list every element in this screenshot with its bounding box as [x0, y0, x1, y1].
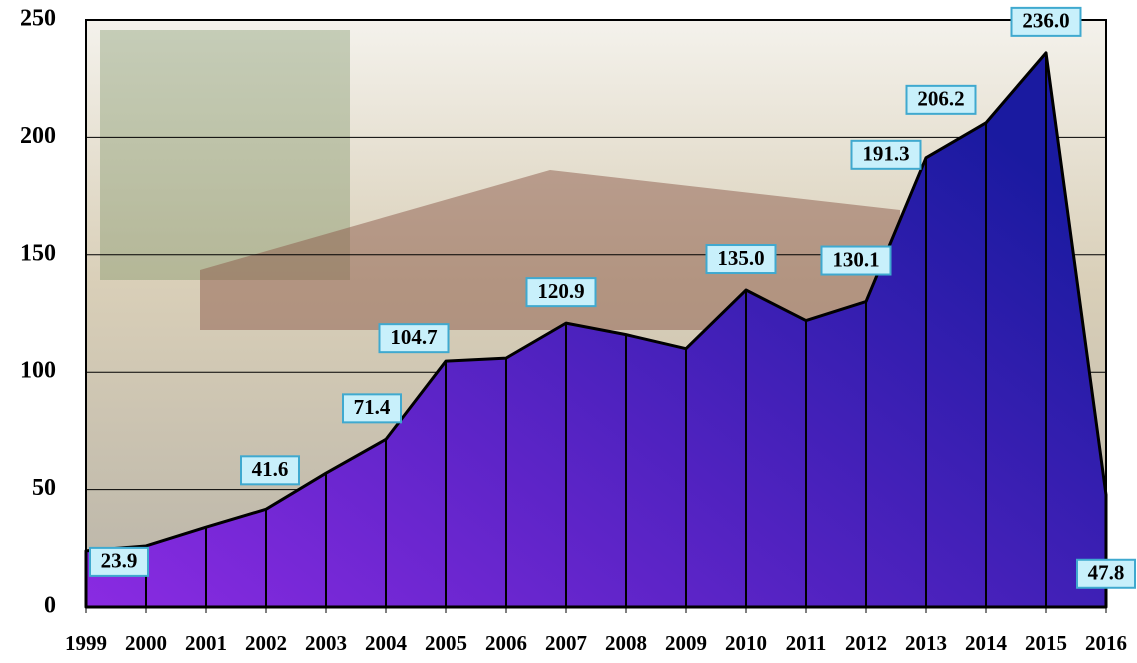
value-label-box [705, 244, 777, 275]
y-tick-label: 250 [20, 6, 56, 32]
x-tick-label: 2001 [185, 631, 227, 655]
value-label: 71.4 [354, 395, 391, 419]
trees [100, 30, 350, 280]
x-tick-label: 2015 [1025, 631, 1067, 655]
value-label: 47.8 [1088, 561, 1125, 585]
x-tick-label: 2002 [245, 631, 287, 655]
value-label-box [378, 323, 450, 354]
x-tick-label: 2007 [545, 631, 587, 655]
roof [200, 170, 900, 330]
x-tick-label: 2014 [965, 631, 1008, 655]
x-tick-label: 2006 [485, 631, 527, 655]
x-tick-label: 2003 [305, 631, 347, 655]
value-label: 104.7 [390, 325, 437, 349]
value-label: 130.1 [832, 247, 879, 271]
value-label: 120.9 [537, 279, 584, 303]
plot-frame [85, 19, 1107, 608]
value-label: 236.0 [1022, 9, 1069, 33]
value-label-box [1010, 6, 1082, 37]
y-tick-label: 100 [20, 358, 56, 384]
x-tick-label: 1999 [65, 631, 107, 655]
x-tick-label: 2013 [905, 631, 947, 655]
value-label-box [525, 277, 597, 308]
x-tick-label: 2011 [786, 631, 827, 655]
y-tick-label: 0 [44, 593, 56, 619]
x-tick-label: 2008 [605, 631, 647, 655]
x-tick-label: 2000 [125, 631, 167, 655]
x-tick-label: 2004 [365, 631, 408, 655]
value-label-box [905, 84, 977, 115]
value-label-box [89, 546, 149, 577]
value-label-box [1076, 558, 1136, 589]
value-label: 206.2 [917, 87, 964, 111]
value-label: 23.9 [101, 549, 138, 573]
y-tick-label: 50 [32, 475, 56, 501]
y-tick-label: 200 [20, 123, 56, 149]
value-label: 41.6 [252, 457, 289, 481]
y-tick-label: 150 [20, 240, 56, 266]
x-tick-label: 2005 [425, 631, 467, 655]
value-label-box [820, 245, 892, 276]
value-label: 135.0 [717, 246, 764, 270]
value-label-box [342, 393, 402, 424]
x-tick-label: 2010 [725, 631, 767, 655]
value-label-box [240, 455, 300, 486]
value-label: 191.3 [862, 142, 909, 166]
x-tick-label: 2016 [1085, 631, 1127, 655]
x-tick-label: 2009 [665, 631, 707, 655]
value-label-box [850, 139, 922, 170]
x-tick-label: 2012 [845, 631, 887, 655]
